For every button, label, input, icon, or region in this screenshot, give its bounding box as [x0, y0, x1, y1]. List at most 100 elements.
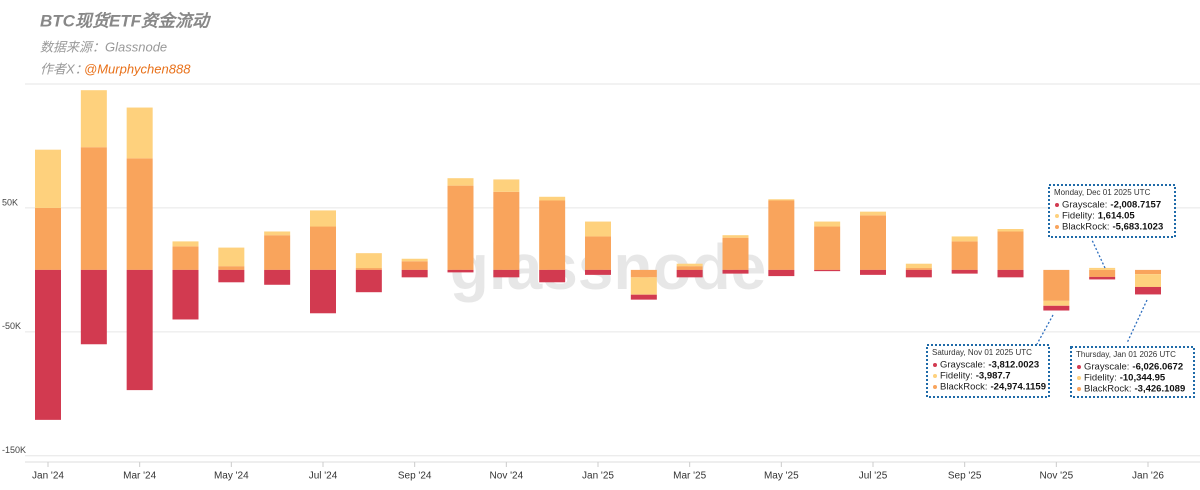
bar-segment: [676, 269, 703, 278]
tooltip-value: -24,974.1159: [991, 382, 1046, 393]
bar-segment: [585, 236, 611, 270]
bar-segment: [905, 263, 932, 269]
bar-segment: [768, 200, 795, 270]
x-tick-label: May '25: [764, 471, 799, 482]
y-tick-label: -150K: [2, 445, 26, 455]
bar-segment: [630, 269, 657, 278]
tooltip-label: BlackRock:: [1084, 384, 1132, 395]
tooltip-dot: [933, 385, 937, 389]
bar-segment: [1089, 269, 1116, 277]
x-tick-label: Jul '25: [859, 471, 888, 482]
tooltip: Saturday, Nov 01 2025 UTC Grayscale: -3,81…: [926, 344, 1050, 398]
bar-segment: [172, 241, 199, 247]
tooltip: Monday, Dec 01 2025 UTC Grayscale: -2,008.…: [1048, 184, 1176, 238]
tooltip-box: [926, 344, 1050, 398]
tooltip-value: -5,683.1023: [1113, 222, 1164, 233]
x-tick-label: Sep '25: [948, 471, 982, 482]
tooltip-dot: [1055, 225, 1059, 229]
bar-segment: [997, 229, 1024, 232]
tooltip-value: -10,344.95: [1120, 373, 1166, 384]
x-tick-label: Mar '24: [123, 471, 156, 482]
tooltip-label: Grayscale:: [1084, 362, 1129, 373]
bar-segment: [585, 269, 611, 275]
bar-segment: [1043, 269, 1070, 301]
x-tick-label: Jan '25: [582, 471, 614, 482]
bar-segment: [951, 269, 978, 274]
x-tick-label: Jan '24: [32, 471, 64, 482]
x-tick-label: Jul '24: [309, 471, 338, 482]
bar-segment: [218, 266, 245, 270]
tooltip-label: BlackRock:: [1062, 222, 1110, 233]
bar-segment: [1135, 274, 1161, 287]
bar-segment: [264, 269, 291, 285]
bar-segment: [264, 235, 291, 270]
bar-segment: [35, 207, 61, 270]
tooltip-dot: [1055, 214, 1059, 218]
bar-segment: [447, 269, 474, 273]
bar-segment: [768, 269, 795, 277]
bar-segment: [860, 269, 886, 275]
bar-segment: [401, 269, 428, 278]
bar-segment: [126, 269, 153, 391]
bar-segment: [951, 236, 978, 242]
bar-segment: [172, 269, 199, 320]
bar-segment: [126, 107, 153, 159]
bar-segment: [539, 196, 566, 201]
tooltip-box: [1048, 184, 1176, 238]
tooltip-value: -3,426.1089: [1135, 384, 1186, 395]
bar-segment: [585, 221, 611, 237]
y-tick-label: 50K: [2, 197, 18, 207]
bar-segment: [35, 149, 61, 208]
author: @Murphychen888: [84, 61, 191, 76]
bar-segment: [264, 231, 291, 236]
tooltip-label: BlackRock:: [940, 382, 988, 393]
bar-segment: [997, 231, 1024, 270]
bar-segment: [860, 211, 886, 216]
bar-segment: [355, 269, 382, 293]
x-tick-label: Nov '25: [1040, 471, 1074, 482]
arrow: [1091, 239, 1106, 269]
tooltip-label: Grayscale:: [940, 360, 985, 371]
bar-segment: [905, 268, 932, 270]
tooltip-dot: [1077, 376, 1081, 380]
bar-segment: [80, 147, 107, 270]
bar-segment: [126, 158, 153, 270]
tooltip-dot: [933, 363, 937, 367]
tooltip: Thursday, Jan 01 2026 UTC Grayscale: -6,02…: [1070, 346, 1195, 398]
tooltip-dot: [933, 374, 937, 378]
bar-segment: [630, 277, 657, 295]
tooltip-dot: [1077, 365, 1081, 369]
bar-segment: [80, 90, 107, 148]
bar-segment: [493, 191, 520, 270]
bar-segment: [493, 269, 520, 278]
tooltip-box: [1070, 346, 1195, 398]
bar-segment: [1135, 269, 1161, 275]
bar-segment: [722, 269, 749, 274]
tooltip-value: -6,026.0672: [1132, 362, 1183, 373]
bar-segment: [1135, 286, 1161, 295]
bar-segment: [630, 294, 657, 300]
bar-segment: [447, 178, 474, 186]
bar-segment: [401, 261, 428, 270]
chart-title: BTC现货ETF资金流动: [40, 11, 212, 30]
arrow: [1126, 299, 1148, 344]
x-tick-label: May '24: [214, 471, 249, 482]
tooltip-value: 1,614.05: [1098, 211, 1136, 222]
tooltip-label: Fidelity:: [940, 371, 973, 382]
bar-segment: [1089, 267, 1116, 270]
tooltip-value: -2,008.7157: [1110, 200, 1161, 211]
tooltip-value: -3,812.0023: [988, 360, 1039, 371]
bar-segment: [814, 221, 841, 227]
tooltip-label: Grayscale:: [1062, 200, 1107, 211]
y-tick-label: -50K: [2, 321, 21, 331]
bar-segment: [814, 226, 841, 270]
bar-segment: [676, 263, 703, 267]
bar-segment: [401, 258, 428, 262]
tooltip-label: Fidelity:: [1084, 373, 1117, 384]
arrows: [1036, 239, 1148, 345]
bar-segment: [218, 269, 245, 283]
x-tick-label: Jan '26: [1132, 471, 1164, 482]
tooltip-date: Thursday, Jan 01 2026 UTC: [1076, 350, 1176, 359]
bar-segment: [951, 241, 978, 270]
